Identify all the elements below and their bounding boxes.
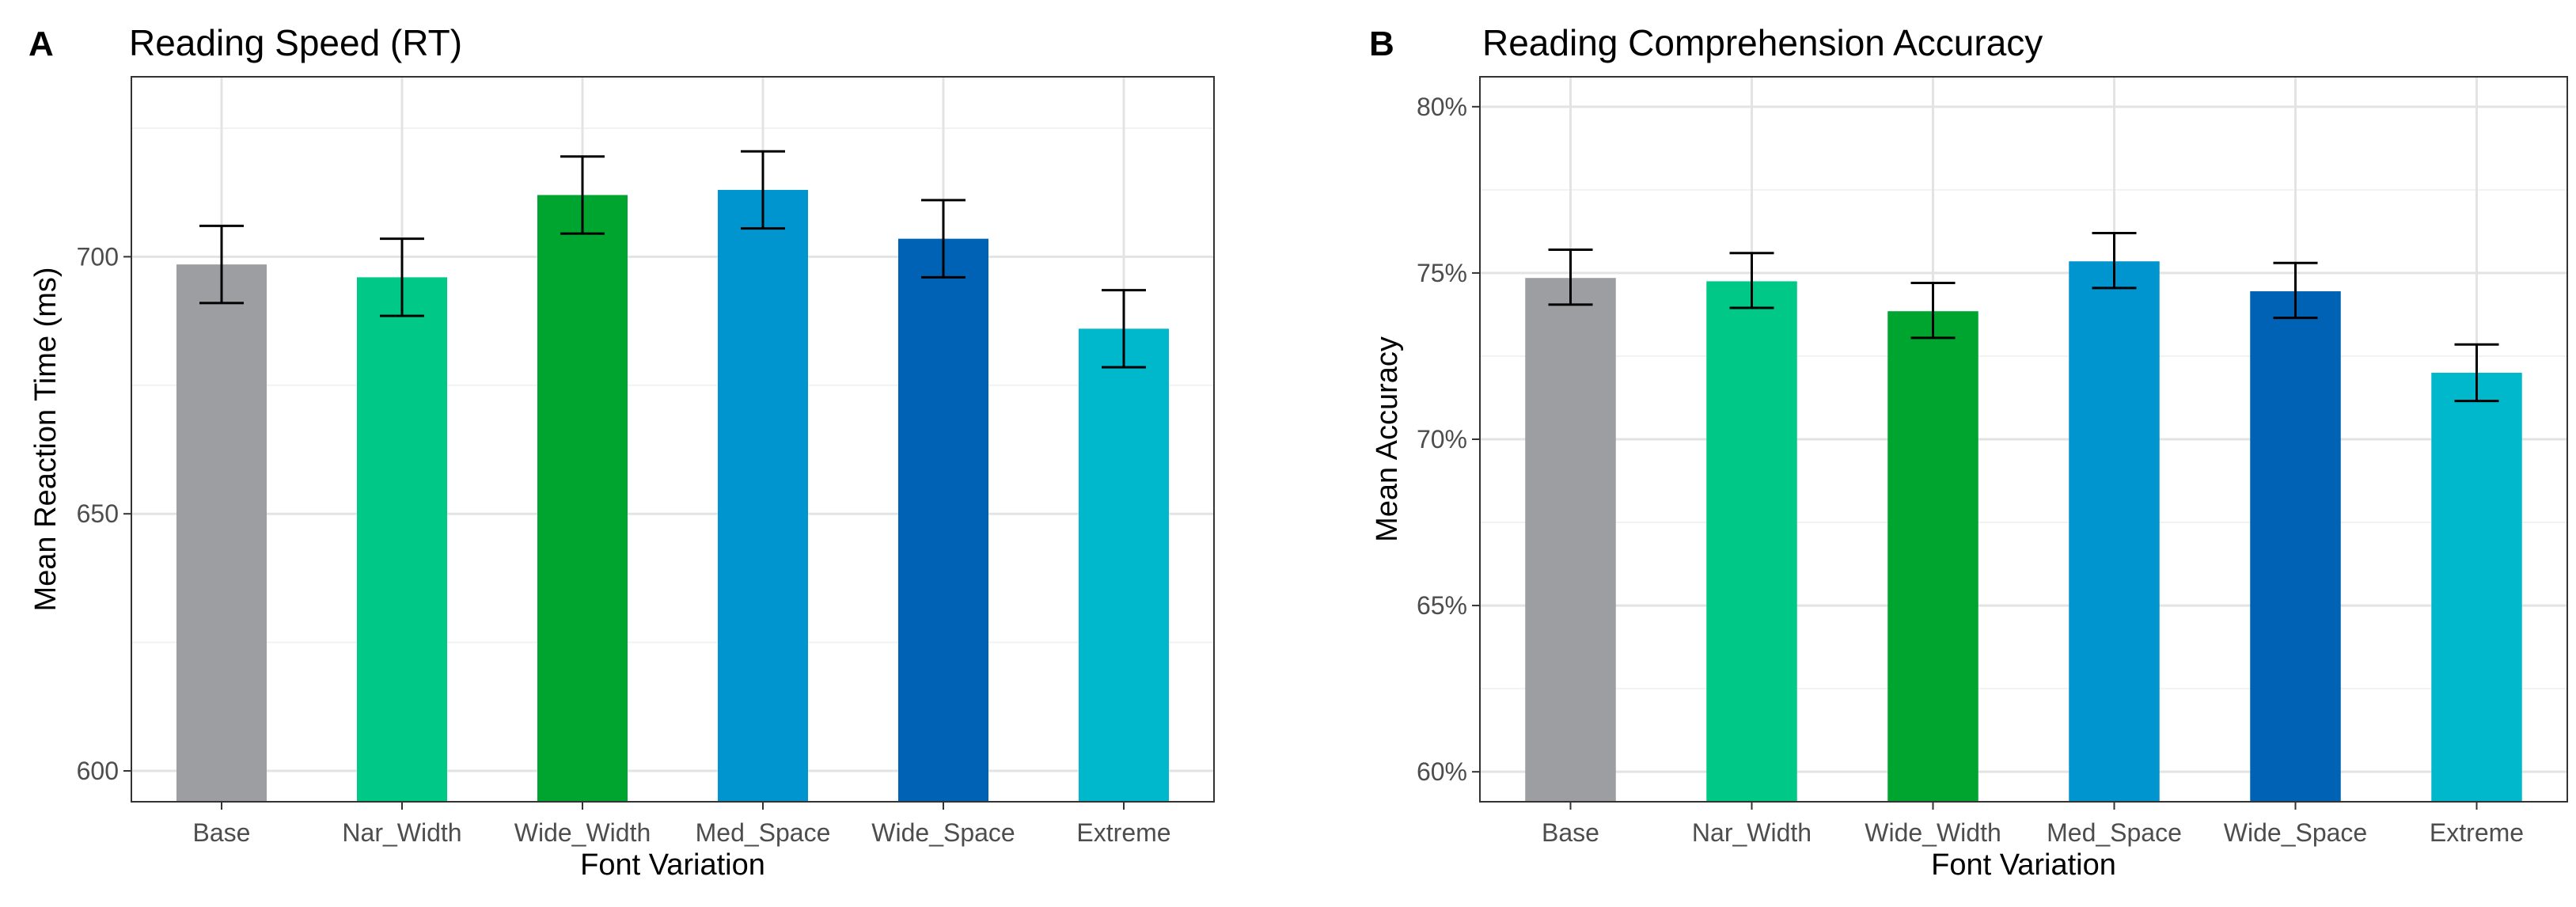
bar-med-space <box>2069 261 2160 802</box>
x-axis-title: Font Variation <box>1931 848 2116 882</box>
y-tick-label: 70% <box>1417 425 1467 454</box>
x-tick-label: Wide_Space <box>2224 818 2367 847</box>
y-tick-label: 75% <box>1417 259 1467 287</box>
y-tick-label: 80% <box>1417 93 1467 121</box>
x-tick-label: Wide_Space <box>871 818 1015 847</box>
bar-wide-width <box>537 195 628 802</box>
y-tick-label: 650 <box>77 499 119 528</box>
x-tick-label: Base <box>193 818 251 847</box>
chart-title: Reading Comprehension Accuracy <box>1482 22 2043 63</box>
bar-extreme <box>2431 372 2522 802</box>
x-axis: Base Nar_Width Wide_Width Med_Space Wide_Spa… <box>193 802 1171 847</box>
y-tick-label: 65% <box>1417 591 1467 620</box>
x-axis-title: Font Variation <box>580 848 765 882</box>
x-tick-label: Nar_Width <box>342 818 461 847</box>
y-axis-title: Mean Reaction Time (ms) <box>29 267 63 611</box>
panel-a: A Reading Speed (RT) 600 650 700 Base Nar_W… <box>28 22 1215 882</box>
y-tick-label: 600 <box>77 757 119 785</box>
x-tick-label: Wide_Width <box>514 818 651 847</box>
y-axis: 60% 65% 70% 75% 80% <box>1417 93 1480 786</box>
x-tick-label: Extreme <box>1076 818 1170 847</box>
bar-wide-width <box>1887 311 1978 802</box>
y-axis: 600 650 700 <box>77 242 131 785</box>
bar-base <box>1525 278 1616 802</box>
bars <box>176 189 1169 802</box>
bar-wide-space <box>2250 291 2341 803</box>
chart-title: Reading Speed (RT) <box>129 22 462 63</box>
bar-extreme <box>1079 328 1169 802</box>
x-axis: Base Nar_Width Wide_Width Med_Space Wide_Spa… <box>1542 802 2524 847</box>
y-tick-label: 60% <box>1417 757 1467 786</box>
x-tick-label: Med_Space <box>2047 818 2182 847</box>
x-tick-label: Extreme <box>2430 818 2524 847</box>
error-bars <box>1548 231 2499 403</box>
bar-nar-width <box>1706 281 1797 802</box>
bar-wide-space <box>898 238 988 802</box>
plot-border <box>131 76 1215 803</box>
bars <box>1525 261 2522 803</box>
y-axis-title: Mean Accuracy <box>1371 336 1404 542</box>
error-bars <box>199 150 1146 369</box>
x-tick-label: Med_Space <box>696 818 831 847</box>
x-tick-label: Wide_Width <box>1865 818 2001 847</box>
bar-base <box>176 264 267 802</box>
panel-label: B <box>1369 25 1394 63</box>
plot-area <box>131 77 1214 802</box>
panel-label: A <box>28 25 54 63</box>
x-tick-label: Nar_Width <box>1692 818 1812 847</box>
bar-nar-width <box>357 277 447 802</box>
y-tick-label: 700 <box>77 242 119 271</box>
x-tick-label: Base <box>1542 818 1599 847</box>
panel-b: B Reading Comprehension Accuracy 60% 65% 7… <box>1369 22 2568 882</box>
bar-med-space <box>718 189 808 802</box>
